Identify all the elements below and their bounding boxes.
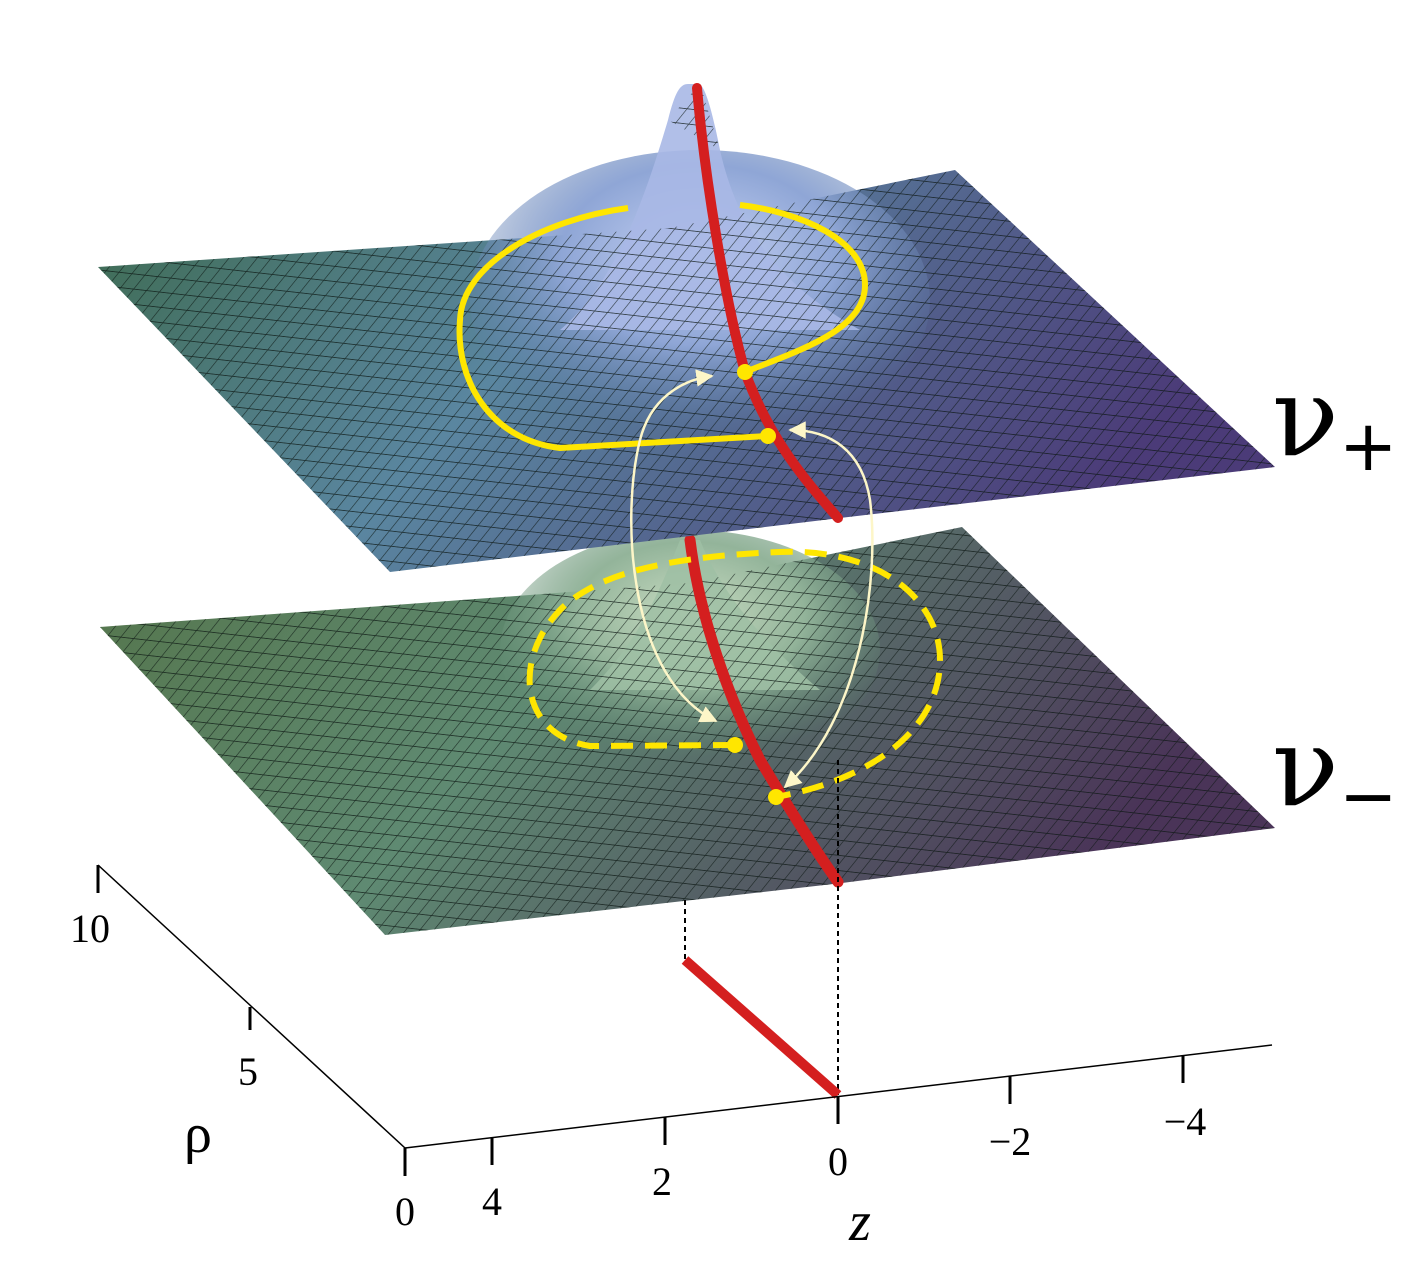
upper-loop-solid [456,202,869,452]
connector-arrow-left [630,369,718,723]
z-tick-label-0: 0 [828,1139,848,1184]
upper-point-a [737,364,753,380]
rho-axis-line [97,864,406,1149]
upper-sheet [98,84,1275,572]
base-branch-cut [681,956,842,1099]
z-axis-title: z [848,1191,871,1253]
rho-tick-label-10: 10 [70,906,110,951]
rho-tick-label-0: 0 [395,1189,415,1234]
lower-sheet [100,527,1275,935]
rho-tick-label-5: 5 [238,1049,258,1094]
upper-sheet-mesh [98,84,1275,572]
lower-point-a [727,737,743,753]
lower-loop-dashed [526,548,944,800]
z-tick-label-minus4: −4 [1164,1099,1207,1144]
connector-arrow-right [783,421,874,789]
upper-sheet-label: ν+ [1272,353,1398,487]
z-tick-label-2: 2 [652,1159,672,1204]
axes: 10 5 0 ρ 4 2 0 −2 −4 z [70,864,1273,1253]
lower-point-b [768,789,784,805]
lower-sheet-mesh [100,527,1275,935]
upper-point-b [760,428,776,444]
lower-sheet-label: ν− [1272,703,1398,837]
z-tick-label-minus2: −2 [989,1119,1032,1164]
rho-axis-title: ρ [184,1103,212,1165]
z-tick-label-4: 4 [482,1179,502,1224]
